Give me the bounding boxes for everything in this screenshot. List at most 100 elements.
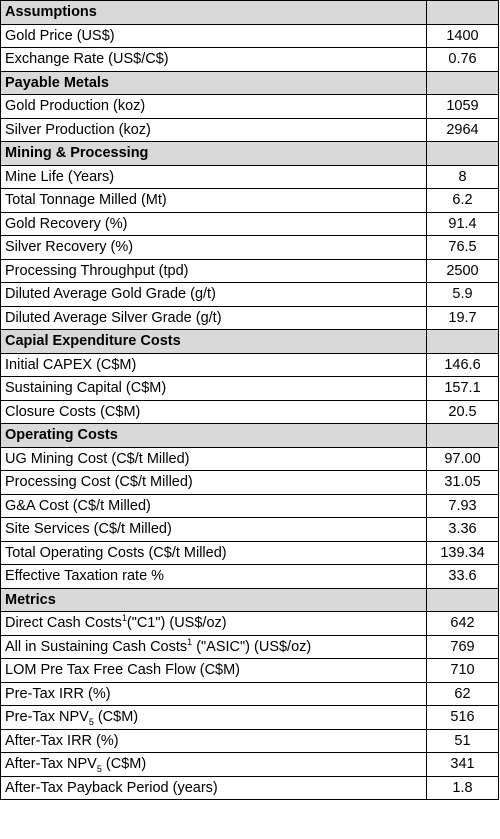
row-label: After-Tax NPV5 (C$M) — [0, 752, 427, 777]
row-label-text: Gold Price (US$) — [5, 27, 115, 44]
row-label: Effective Taxation rate % — [0, 564, 427, 589]
table-row: Processing Cost (C$/t Milled) 31.05 — [0, 470, 499, 495]
section-header-row: Metrics — [0, 587, 499, 612]
row-label-text: After-Tax IRR (%) — [5, 732, 119, 749]
table-body: Assumptions Gold Price (US$) 1400 Exchange … — [0, 0, 499, 800]
section-header-blank — [426, 70, 499, 95]
row-value: 7.93 — [426, 493, 499, 518]
row-label: All in Sustaining Cash Costs1 ("ASIC") (… — [0, 634, 427, 659]
table-row: LOM Pre Tax Free Cash Flow (C$M) 710 — [0, 658, 499, 683]
npv-discount-subscript: 5 — [96, 764, 102, 775]
table-row: Exchange Rate (US$/C$) 0.76 — [0, 47, 499, 72]
row-value: 769 — [426, 634, 499, 659]
row-label: Processing Throughput (tpd) — [0, 258, 427, 283]
table-row: Total Operating Costs (C$/t Milled) 139.3… — [0, 540, 499, 565]
row-label-text: Exchange Rate (US$/C$) — [5, 51, 169, 68]
row-label: Closure Costs (C$M) — [0, 399, 427, 424]
table-row: Direct Cash Costs1("C1") (US$/oz) 642 — [0, 611, 499, 636]
row-label-text: Processing Cost (C$/t Milled) — [5, 474, 193, 491]
table-row: After-Tax NPV5 (C$M) 341 — [0, 752, 499, 777]
row-label: Pre-Tax NPV5 (C$M) — [0, 705, 427, 730]
row-label: After-Tax IRR (%) — [0, 728, 427, 753]
row-value: 19.7 — [426, 305, 499, 330]
row-label: Processing Cost (C$/t Milled) — [0, 470, 427, 495]
table-row: Sustaining Capital (C$M) 157.1 — [0, 376, 499, 401]
row-value: 62 — [426, 681, 499, 706]
row-label: Silver Production (koz) — [0, 117, 427, 142]
row-value: 6.2 — [426, 188, 499, 213]
row-value: 3.36 — [426, 517, 499, 542]
table-row: Site Services (C$/t Milled) 3.36 — [0, 517, 499, 542]
row-label-text: Processing Throughput (tpd) — [5, 262, 189, 279]
section-title: Operating Costs — [0, 423, 427, 448]
row-label: UG Mining Cost (C$/t Milled) — [0, 446, 427, 471]
row-label-text: Effective Taxation rate % — [5, 568, 165, 585]
row-label: Sustaining Capital (C$M) — [0, 376, 427, 401]
table-row: Pre-Tax NPV5 (C$M) 516 — [0, 705, 499, 730]
row-label: Initial CAPEX (C$M) — [0, 352, 427, 377]
section-title: Mining & Processing — [0, 141, 427, 166]
table-row: Gold Price (US$) 1400 — [0, 23, 499, 48]
row-label-text: Total Operating Costs (C$/t Milled) — [5, 544, 227, 561]
row-label: Site Services (C$/t Milled) — [0, 517, 427, 542]
section-title: Assumptions — [0, 0, 427, 25]
row-label-text: After-Tax Payback Period (years) — [5, 779, 218, 796]
row-label-text: All in Sustaining Cash Costs — [5, 638, 188, 655]
row-label-text: G&A Cost (C$/t Milled) — [5, 497, 151, 514]
row-label: Exchange Rate (US$/C$) — [0, 47, 427, 72]
row-value: 0.76 — [426, 47, 499, 72]
row-label: Mine Life (Years) — [0, 164, 427, 189]
row-value: 5.9 — [426, 282, 499, 307]
row-value: 157.1 — [426, 376, 499, 401]
row-label: Total Operating Costs (C$/t Milled) — [0, 540, 427, 565]
section-title: Metrics — [0, 587, 427, 612]
row-label-text: After-Tax NPV — [5, 756, 97, 773]
row-label-text: Sustaining Capital (C$M) — [5, 380, 167, 397]
table-row: All in Sustaining Cash Costs1 ("ASIC") (… — [0, 634, 499, 659]
row-value: 2500 — [426, 258, 499, 283]
npv-discount-subscript: 5 — [88, 717, 94, 728]
table-row: Silver Recovery (%) 76.5 — [0, 235, 499, 260]
row-label-text: Silver Production (koz) — [5, 121, 151, 138]
row-label-text: Mine Life (Years) — [5, 168, 115, 185]
section-header-blank — [426, 587, 499, 612]
section-header-blank — [426, 423, 499, 448]
row-value: 1400 — [426, 23, 499, 48]
row-label-text: Pre-Tax NPV — [5, 709, 89, 726]
footnote-marker: 1 — [121, 613, 127, 624]
row-value: 516 — [426, 705, 499, 730]
row-value: 33.6 — [426, 564, 499, 589]
section-header-blank — [426, 0, 499, 25]
table-row: UG Mining Cost (C$/t Milled) 97.00 — [0, 446, 499, 471]
row-label: Diluted Average Gold Grade (g/t) — [0, 282, 427, 307]
table-row: Diluted Average Silver Grade (g/t) 19.7 — [0, 305, 499, 330]
row-value: 341 — [426, 752, 499, 777]
row-label: Direct Cash Costs1("C1") (US$/oz) — [0, 611, 427, 636]
section-header-row: Mining & Processing — [0, 141, 499, 166]
table-row: Initial CAPEX (C$M) 146.6 — [0, 352, 499, 377]
footnote-marker: 1 — [187, 636, 193, 647]
table-row: Mine Life (Years) 8 — [0, 164, 499, 189]
row-value: 97.00 — [426, 446, 499, 471]
row-value: 91.4 — [426, 211, 499, 236]
row-label: Gold Recovery (%) — [0, 211, 427, 236]
section-title: Capial Expenditure Costs — [0, 329, 427, 354]
table-row: Processing Throughput (tpd) 2500 — [0, 258, 499, 283]
table-row: Diluted Average Gold Grade (g/t) 5.9 — [0, 282, 499, 307]
row-label-text: Pre-Tax IRR (%) — [5, 685, 111, 702]
row-label-suffix: ("ASIC") (US$/oz) — [192, 638, 312, 655]
row-label-text: Total Tonnage Milled (Mt) — [5, 192, 167, 209]
row-label-text: Gold Recovery (%) — [5, 215, 128, 232]
row-label: Pre-Tax IRR (%) — [0, 681, 427, 706]
row-value: 2964 — [426, 117, 499, 142]
section-title: Payable Metals — [0, 70, 427, 95]
section-header-row: Operating Costs — [0, 423, 499, 448]
row-value: 31.05 — [426, 470, 499, 495]
table-row: Effective Taxation rate % 33.6 — [0, 564, 499, 589]
row-label-text: UG Mining Cost (C$/t Milled) — [5, 450, 190, 467]
table-row: Closure Costs (C$M) 20.5 — [0, 399, 499, 424]
row-value: 8 — [426, 164, 499, 189]
section-header-row: Payable Metals — [0, 70, 499, 95]
row-label: Gold Price (US$) — [0, 23, 427, 48]
row-value: 146.6 — [426, 352, 499, 377]
